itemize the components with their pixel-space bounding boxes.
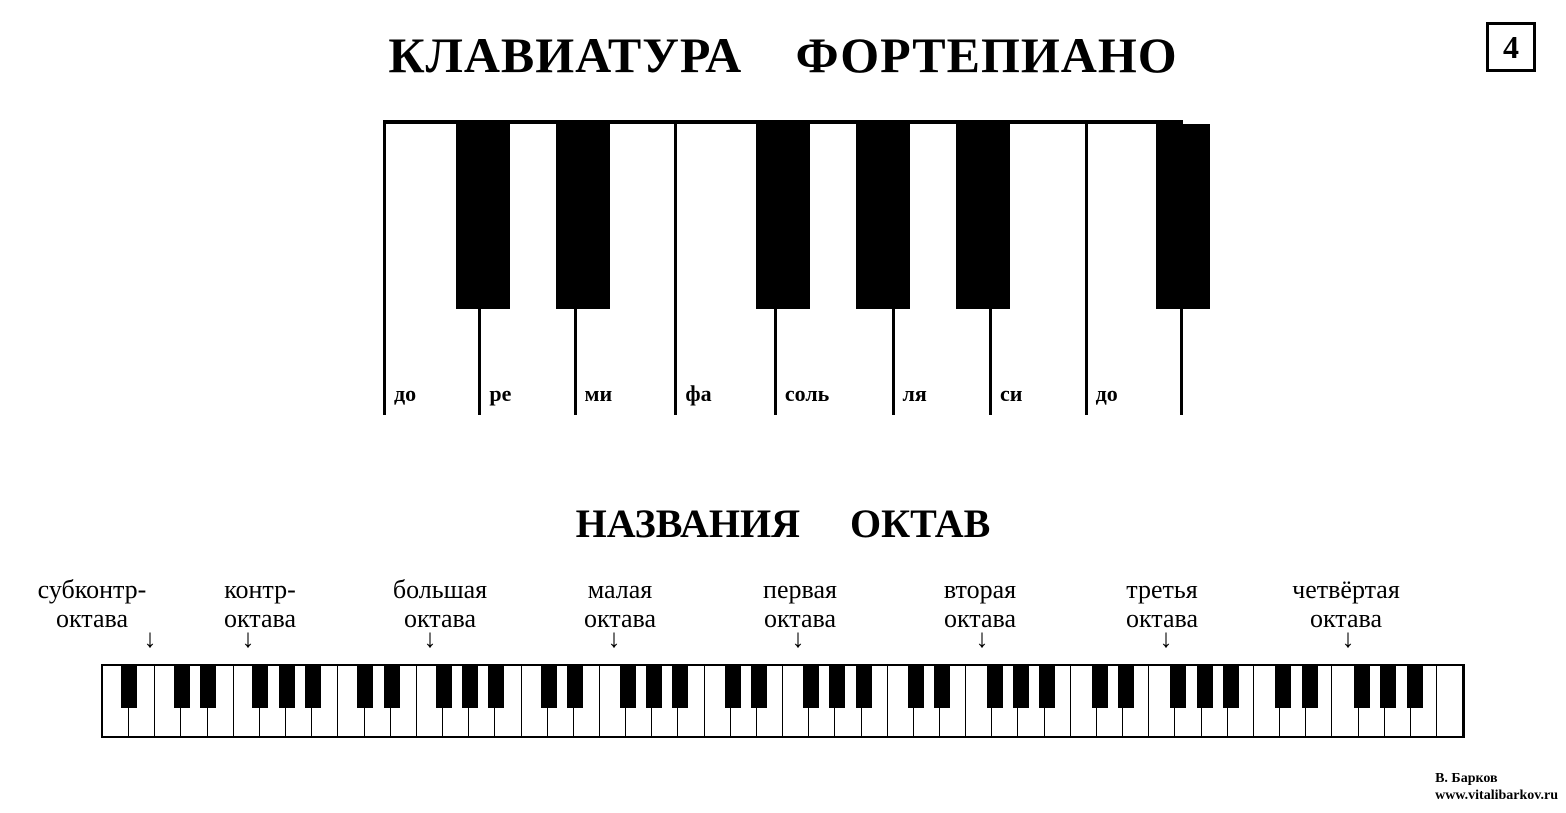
down-arrow-icon: ↓ bbox=[792, 624, 805, 654]
black-key-small bbox=[1302, 666, 1318, 708]
black-key-small bbox=[1092, 666, 1108, 708]
credit-author: В. Барков bbox=[1435, 771, 1558, 788]
black-key-small bbox=[1039, 666, 1055, 708]
note-label: ми bbox=[577, 375, 619, 415]
black-key-small bbox=[646, 666, 662, 708]
black-key-small bbox=[174, 666, 190, 708]
black-key-small bbox=[1013, 666, 1029, 708]
down-arrow-icon: ↓ bbox=[1342, 624, 1355, 654]
octave-keyboard: до ре ми фа соль ля си до bbox=[383, 120, 1183, 415]
black-key-small bbox=[1170, 666, 1186, 708]
note-label: ре bbox=[481, 375, 517, 415]
black-key-small bbox=[541, 666, 557, 708]
note-label: фа bbox=[677, 375, 717, 415]
credit: В. Барков www.vitalibarkov.ru bbox=[1435, 771, 1558, 805]
credit-url: www.vitalibarkov.ru bbox=[1435, 788, 1558, 805]
octave-label: субконтр- октава bbox=[38, 576, 147, 633]
black-key bbox=[856, 124, 910, 309]
down-arrow-icon: ↓ bbox=[144, 624, 157, 654]
black-key-small bbox=[803, 666, 819, 708]
note-label: до bbox=[386, 375, 422, 415]
black-key-small bbox=[620, 666, 636, 708]
black-key-small bbox=[751, 666, 767, 708]
down-arrow-icon: ↓ bbox=[976, 624, 989, 654]
black-key-small bbox=[1118, 666, 1134, 708]
black-key-small bbox=[436, 666, 452, 708]
white-key-small bbox=[1437, 666, 1463, 736]
main-title: КЛАВИАТУРА ФОРТЕПИАНО bbox=[0, 26, 1566, 84]
black-key bbox=[956, 124, 1010, 309]
black-key-small bbox=[567, 666, 583, 708]
black-key-small bbox=[672, 666, 688, 708]
note-label: до bbox=[1088, 375, 1124, 415]
black-key-small bbox=[279, 666, 295, 708]
black-key-small bbox=[121, 666, 137, 708]
black-key-small bbox=[725, 666, 741, 708]
octaves-title: НАЗВАНИЯ ОКТАВ bbox=[0, 500, 1566, 547]
black-key bbox=[756, 124, 810, 309]
down-arrow-icon: ↓ bbox=[608, 624, 621, 654]
black-key-small bbox=[357, 666, 373, 708]
black-key-small bbox=[1223, 666, 1239, 708]
black-key-small bbox=[1197, 666, 1213, 708]
down-arrow-icon: ↓ bbox=[1160, 624, 1173, 654]
black-key-small bbox=[1407, 666, 1423, 708]
black-key-small bbox=[908, 666, 924, 708]
black-key-small bbox=[934, 666, 950, 708]
black-key-small bbox=[488, 666, 504, 708]
down-arrow-icon: ↓ bbox=[424, 624, 437, 654]
black-key-small bbox=[200, 666, 216, 708]
black-key bbox=[456, 124, 510, 309]
black-key-small bbox=[1354, 666, 1370, 708]
note-label: соль bbox=[777, 375, 835, 415]
note-label: ля bbox=[895, 375, 933, 415]
black-key bbox=[1156, 124, 1210, 309]
black-key-small bbox=[384, 666, 400, 708]
octave-label: контр- октава bbox=[224, 576, 296, 633]
black-key-small bbox=[987, 666, 1003, 708]
down-arrow-icon: ↓ bbox=[242, 624, 255, 654]
black-key-small bbox=[252, 666, 268, 708]
note-label: си bbox=[992, 375, 1028, 415]
black-key-small bbox=[462, 666, 478, 708]
full-keyboard bbox=[101, 664, 1465, 738]
black-key bbox=[556, 124, 610, 309]
octave-label: большая октава bbox=[393, 576, 487, 633]
black-key-small bbox=[305, 666, 321, 708]
black-key-small bbox=[1380, 666, 1396, 708]
black-key-small bbox=[856, 666, 872, 708]
black-key-small bbox=[1275, 666, 1291, 708]
black-key-small bbox=[829, 666, 845, 708]
